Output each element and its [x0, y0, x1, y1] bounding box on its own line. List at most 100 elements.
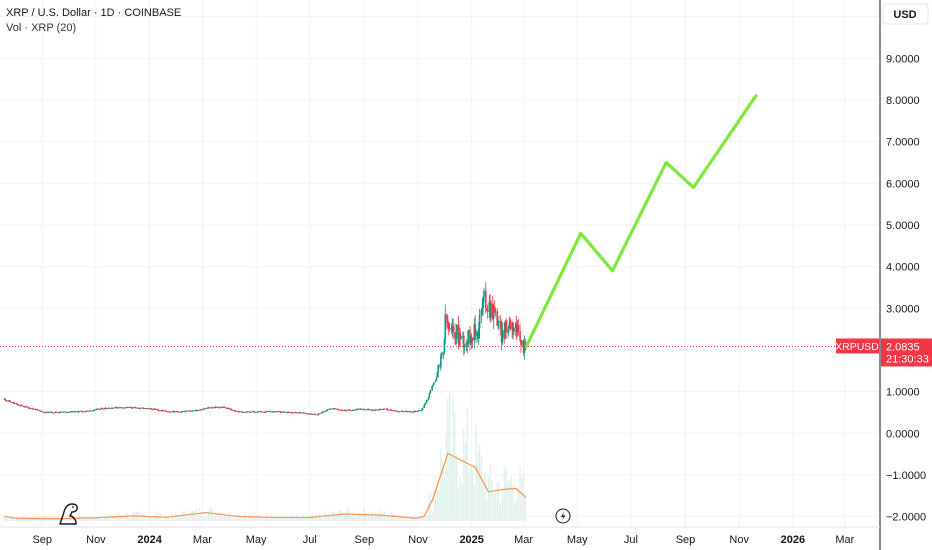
tradingview-dino-icon[interactable]: [59, 503, 78, 525]
candle-body: [452, 326, 454, 332]
candle-body: [135, 407, 138, 409]
candle-body: [165, 410, 168, 412]
candle-body: [131, 407, 133, 409]
volume-bar: [484, 473, 486, 521]
lightning-replay-icon[interactable]: [555, 508, 571, 524]
candle-body: [250, 411, 252, 413]
volume-bar: [195, 507, 197, 521]
volume-bar: [88, 516, 90, 521]
volume-bar: [456, 454, 458, 521]
volume-bar: [503, 466, 505, 521]
candle-body: [436, 372, 439, 378]
volume-bar: [114, 515, 116, 521]
candle-body: [161, 410, 163, 412]
candle-body: [110, 407, 113, 409]
candle-body: [442, 351, 445, 354]
candle-body: [212, 407, 214, 409]
volume-bar: [449, 393, 451, 521]
candle-body: [462, 335, 464, 337]
volume-bar: [220, 513, 222, 521]
volume-bar: [332, 511, 335, 521]
candle-body: [148, 408, 151, 410]
volume-bar: [21, 518, 23, 521]
candle-body: [458, 332, 461, 344]
candle-body: [478, 314, 481, 329]
volume-bar: [487, 476, 489, 521]
volume-bar: [65, 518, 67, 521]
candle-body: [23, 406, 26, 408]
candle-body: [242, 411, 244, 413]
volume-bar: [498, 480, 500, 521]
candle-body: [443, 339, 446, 352]
volume-indicator-title[interactable]: Vol · XRP (20): [6, 22, 77, 34]
candle-body: [446, 314, 448, 324]
y-tick-label: 5.0000: [886, 220, 920, 232]
candle-body: [122, 407, 124, 409]
candle-body: [359, 408, 361, 410]
candle-body: [96, 408, 99, 410]
volume-bar: [394, 518, 396, 521]
volume-bar: [5, 515, 7, 521]
candle-body: [177, 411, 180, 413]
candle-body: [424, 403, 426, 406]
candle-body: [497, 323, 499, 326]
candle-body: [416, 410, 418, 412]
volume-bar: [457, 487, 460, 521]
candle-body: [118, 407, 121, 409]
candle-body: [448, 325, 450, 330]
candle-body: [284, 411, 286, 413]
candle-body: [523, 341, 526, 353]
volume-bar: [514, 503, 516, 521]
volume-bar: [521, 477, 523, 521]
candle-body: [259, 411, 262, 413]
projection-line[interactable]: [524, 94, 758, 349]
candle-body: [492, 309, 495, 319]
candle-body: [43, 411, 45, 413]
volume-bar: [207, 510, 210, 521]
volume-bar: [127, 513, 129, 521]
candle-body: [97, 408, 100, 410]
x-tick-label: Nov: [86, 534, 106, 546]
volume-bar: [172, 515, 174, 521]
volume-bar: [202, 517, 204, 521]
candle-body: [477, 328, 480, 339]
candle-body: [27, 406, 29, 409]
volume-bar: [146, 518, 148, 521]
volume-bar: [68, 518, 71, 521]
candle-body: [58, 412, 60, 414]
candle-body: [489, 301, 491, 318]
candle-body: [391, 409, 394, 411]
volume-bar: [399, 517, 401, 521]
candle-body: [166, 411, 168, 413]
candle-body: [81, 410, 83, 412]
currency-button-label[interactable]: USD: [893, 9, 916, 21]
volume-bar: [148, 516, 150, 521]
candle-body: [331, 408, 334, 410]
candle-body: [249, 411, 251, 413]
candle-body: [470, 337, 473, 343]
symbol-title[interactable]: XRP / U.S. Dollar · 1D · COINBASE: [6, 7, 182, 19]
candle-body: [89, 410, 92, 412]
volume-bar: [237, 518, 240, 521]
candle-body: [268, 411, 271, 413]
candle-body: [14, 403, 16, 405]
currency-button[interactable]: [882, 3, 929, 25]
volume-bar: [382, 515, 384, 521]
candle-body: [490, 303, 492, 318]
volume-bar: [222, 517, 224, 521]
volume-bar: [354, 516, 356, 521]
volume-bar: [336, 514, 338, 521]
candle-body: [410, 411, 412, 413]
candle-body: [396, 410, 399, 412]
volume-bar: [278, 517, 280, 521]
volume-bar: [155, 514, 157, 521]
candle-body: [19, 405, 22, 407]
candle-body: [53, 412, 56, 414]
candle-body: [459, 332, 462, 339]
candle-body: [314, 414, 316, 416]
candle-body: [303, 412, 306, 414]
volume-bar: [267, 519, 269, 521]
volume-bar: [63, 518, 65, 521]
volume-bar: [90, 517, 92, 521]
